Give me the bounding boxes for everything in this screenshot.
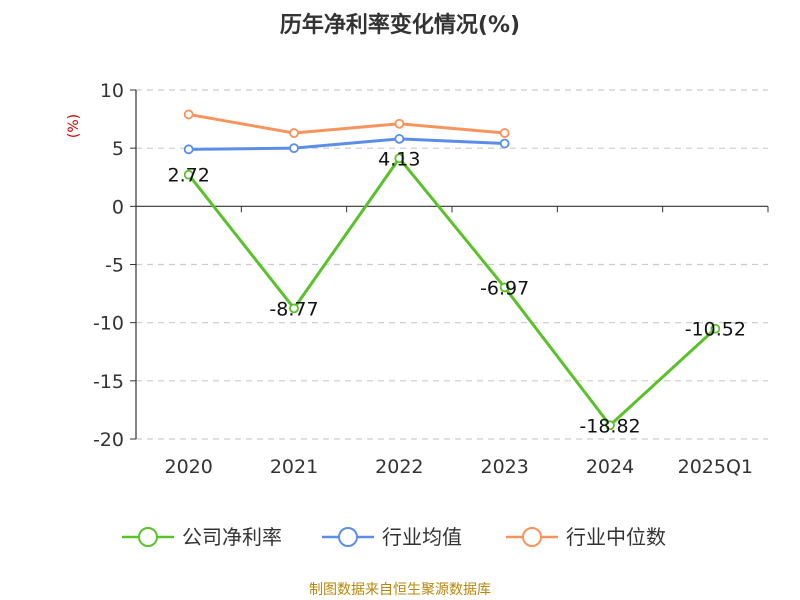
legend[interactable]: 公司净利率 行业均值 行业中位数	[122, 525, 666, 549]
x-tick-label: 2022	[375, 456, 423, 478]
legend-item-1[interactable]: 行业均值	[322, 525, 462, 549]
series-line	[187, 156, 717, 427]
series-1	[183, 133, 510, 155]
legend-item-2[interactable]: 行业中位数	[506, 525, 666, 549]
data-point	[289, 143, 299, 154]
data-point	[183, 169, 194, 180]
data-point	[289, 303, 299, 314]
axes: 10 5 0 -5 -10 -15 -20 2020 2021 2022 2023 2024 2025Q…	[93, 80, 769, 478]
legend-marker-icon	[338, 527, 358, 547]
data-label: 2.72	[168, 165, 210, 187]
y-tick-label: -15	[93, 371, 124, 393]
source-note: 制图数据来自恒生聚源数据库	[309, 582, 491, 598]
data-point	[499, 128, 510, 138]
data-label: 4.13	[378, 148, 420, 170]
y-tick-label: 10	[100, 80, 124, 102]
y-tick-label: 5	[112, 138, 124, 160]
series-layer	[183, 109, 721, 431]
data-point	[394, 133, 405, 144]
x-tick-label: 2021	[270, 456, 318, 478]
series-2	[183, 109, 510, 138]
data-point	[394, 153, 405, 164]
data-label: -8.77	[269, 298, 318, 320]
chart-title: 历年净利率变化情况(%)	[280, 12, 520, 38]
series-line	[188, 137, 505, 151]
x-tick-label: 2025Q1	[678, 456, 753, 478]
data-point	[710, 323, 721, 334]
data-point	[289, 128, 299, 138]
x-tick-label: 2023	[480, 456, 528, 478]
data-label: -10.52	[685, 319, 746, 341]
data-label: -6.97	[480, 277, 529, 299]
legend-label: 行业中位数	[566, 525, 666, 549]
data-point	[499, 138, 510, 149]
legend-label: 公司净利率	[182, 525, 282, 549]
data-point	[499, 282, 510, 293]
data-label: -18.82	[579, 415, 640, 437]
legend-label: 行业均值	[382, 525, 462, 549]
legend-marker-icon	[522, 527, 542, 547]
legend-item-0[interactable]: 公司净利率	[122, 525, 282, 549]
y-tick-label: -10	[93, 313, 124, 335]
data-point	[183, 109, 194, 120]
series-line	[188, 112, 505, 135]
data-labels: 2.72 -8.77 4.13 -6.97 -18.82 -10.52	[168, 148, 746, 437]
y-axis-unit-label: (%)	[66, 114, 82, 138]
data-point	[394, 118, 405, 129]
series-0	[183, 153, 721, 431]
data-point	[605, 420, 615, 431]
x-tick-label: 2020	[164, 456, 212, 478]
legend-marker-icon	[138, 527, 158, 547]
y-tick-label: -5	[105, 255, 124, 277]
data-point	[183, 144, 194, 155]
y-tick-label: -20	[93, 429, 124, 451]
y-tick-label: 0	[112, 196, 124, 218]
x-tick-label: 2024	[586, 456, 634, 478]
